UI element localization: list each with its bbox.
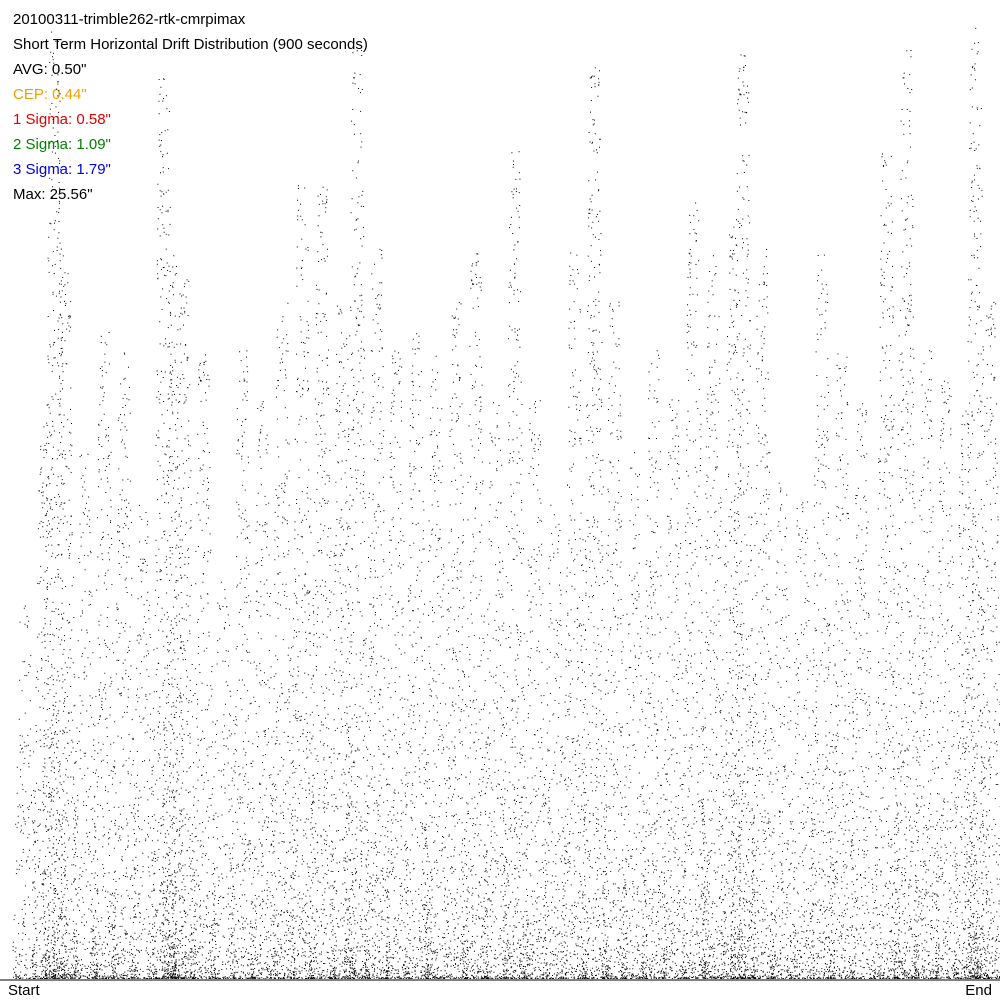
drift-dots — [71, 453, 98, 979]
drift-dots — [210, 581, 237, 979]
drift-dots — [130, 504, 158, 979]
drift-dots — [32, 403, 58, 979]
drift-dots — [364, 248, 390, 979]
drift-dots — [873, 153, 900, 979]
drift-dots — [621, 452, 648, 979]
drift-dots — [91, 332, 118, 979]
chart-title: 20100311-trimble262-rtk-cmrpimax — [13, 11, 246, 28]
drift-dots — [110, 352, 138, 979]
drift-dots — [383, 350, 410, 980]
drift-dots — [701, 255, 727, 979]
drift-dots — [913, 350, 940, 979]
stat-label: 1 Sigma: 0.58" — [13, 111, 111, 128]
drift-dots — [542, 504, 568, 979]
x-tick-label: End — [965, 982, 992, 999]
drift-dots — [848, 403, 876, 979]
stat-label: 3 Sigma: 1.79" — [13, 161, 111, 178]
chart-subtitle: Short Term Horizontal Drift Distribution… — [13, 36, 368, 53]
drift-dots — [932, 380, 959, 979]
drift-dots — [730, 54, 757, 979]
drift-dots — [41, 31, 69, 980]
drift-dots — [581, 67, 608, 979]
drift-dots — [789, 501, 815, 979]
drift-dots — [423, 355, 450, 979]
drift-dots — [442, 301, 469, 979]
x-tick-label: Start — [8, 982, 41, 999]
drift-dots — [809, 254, 835, 980]
drift-dots — [893, 50, 920, 979]
drift-dots — [403, 333, 430, 979]
stat-label: CEP: 0.44" — [13, 86, 87, 103]
drift-dots — [750, 248, 777, 979]
drift-dots — [160, 255, 187, 979]
drift-dots — [344, 50, 371, 979]
drift-dots — [230, 350, 257, 979]
drift-dots — [561, 252, 589, 979]
drift-dots — [462, 253, 490, 980]
drift-dots — [309, 186, 336, 980]
drift-dots — [660, 399, 687, 979]
drift-dots — [482, 402, 509, 979]
stat-label: Max: 25.56" — [13, 186, 93, 203]
drift-dots — [12, 605, 39, 979]
drift-dots — [150, 78, 178, 979]
drift-dots — [828, 353, 856, 979]
drift-dots — [170, 279, 198, 979]
drift-dots — [977, 301, 1000, 979]
drift-dots — [249, 401, 276, 980]
drift-dots — [190, 354, 217, 979]
drift-dots — [601, 301, 628, 979]
drift-dots — [680, 202, 707, 979]
drift-dots — [289, 185, 316, 979]
drift-dots — [522, 400, 548, 979]
drift-dots — [720, 219, 747, 980]
stat-label: 2 Sigma: 1.09" — [13, 136, 111, 153]
drift-dots — [502, 151, 529, 979]
drift-dots — [769, 482, 796, 979]
stat-label: AVG: 0.50" — [13, 61, 86, 78]
drift-dots — [328, 305, 356, 980]
drift-dots — [962, 27, 989, 979]
